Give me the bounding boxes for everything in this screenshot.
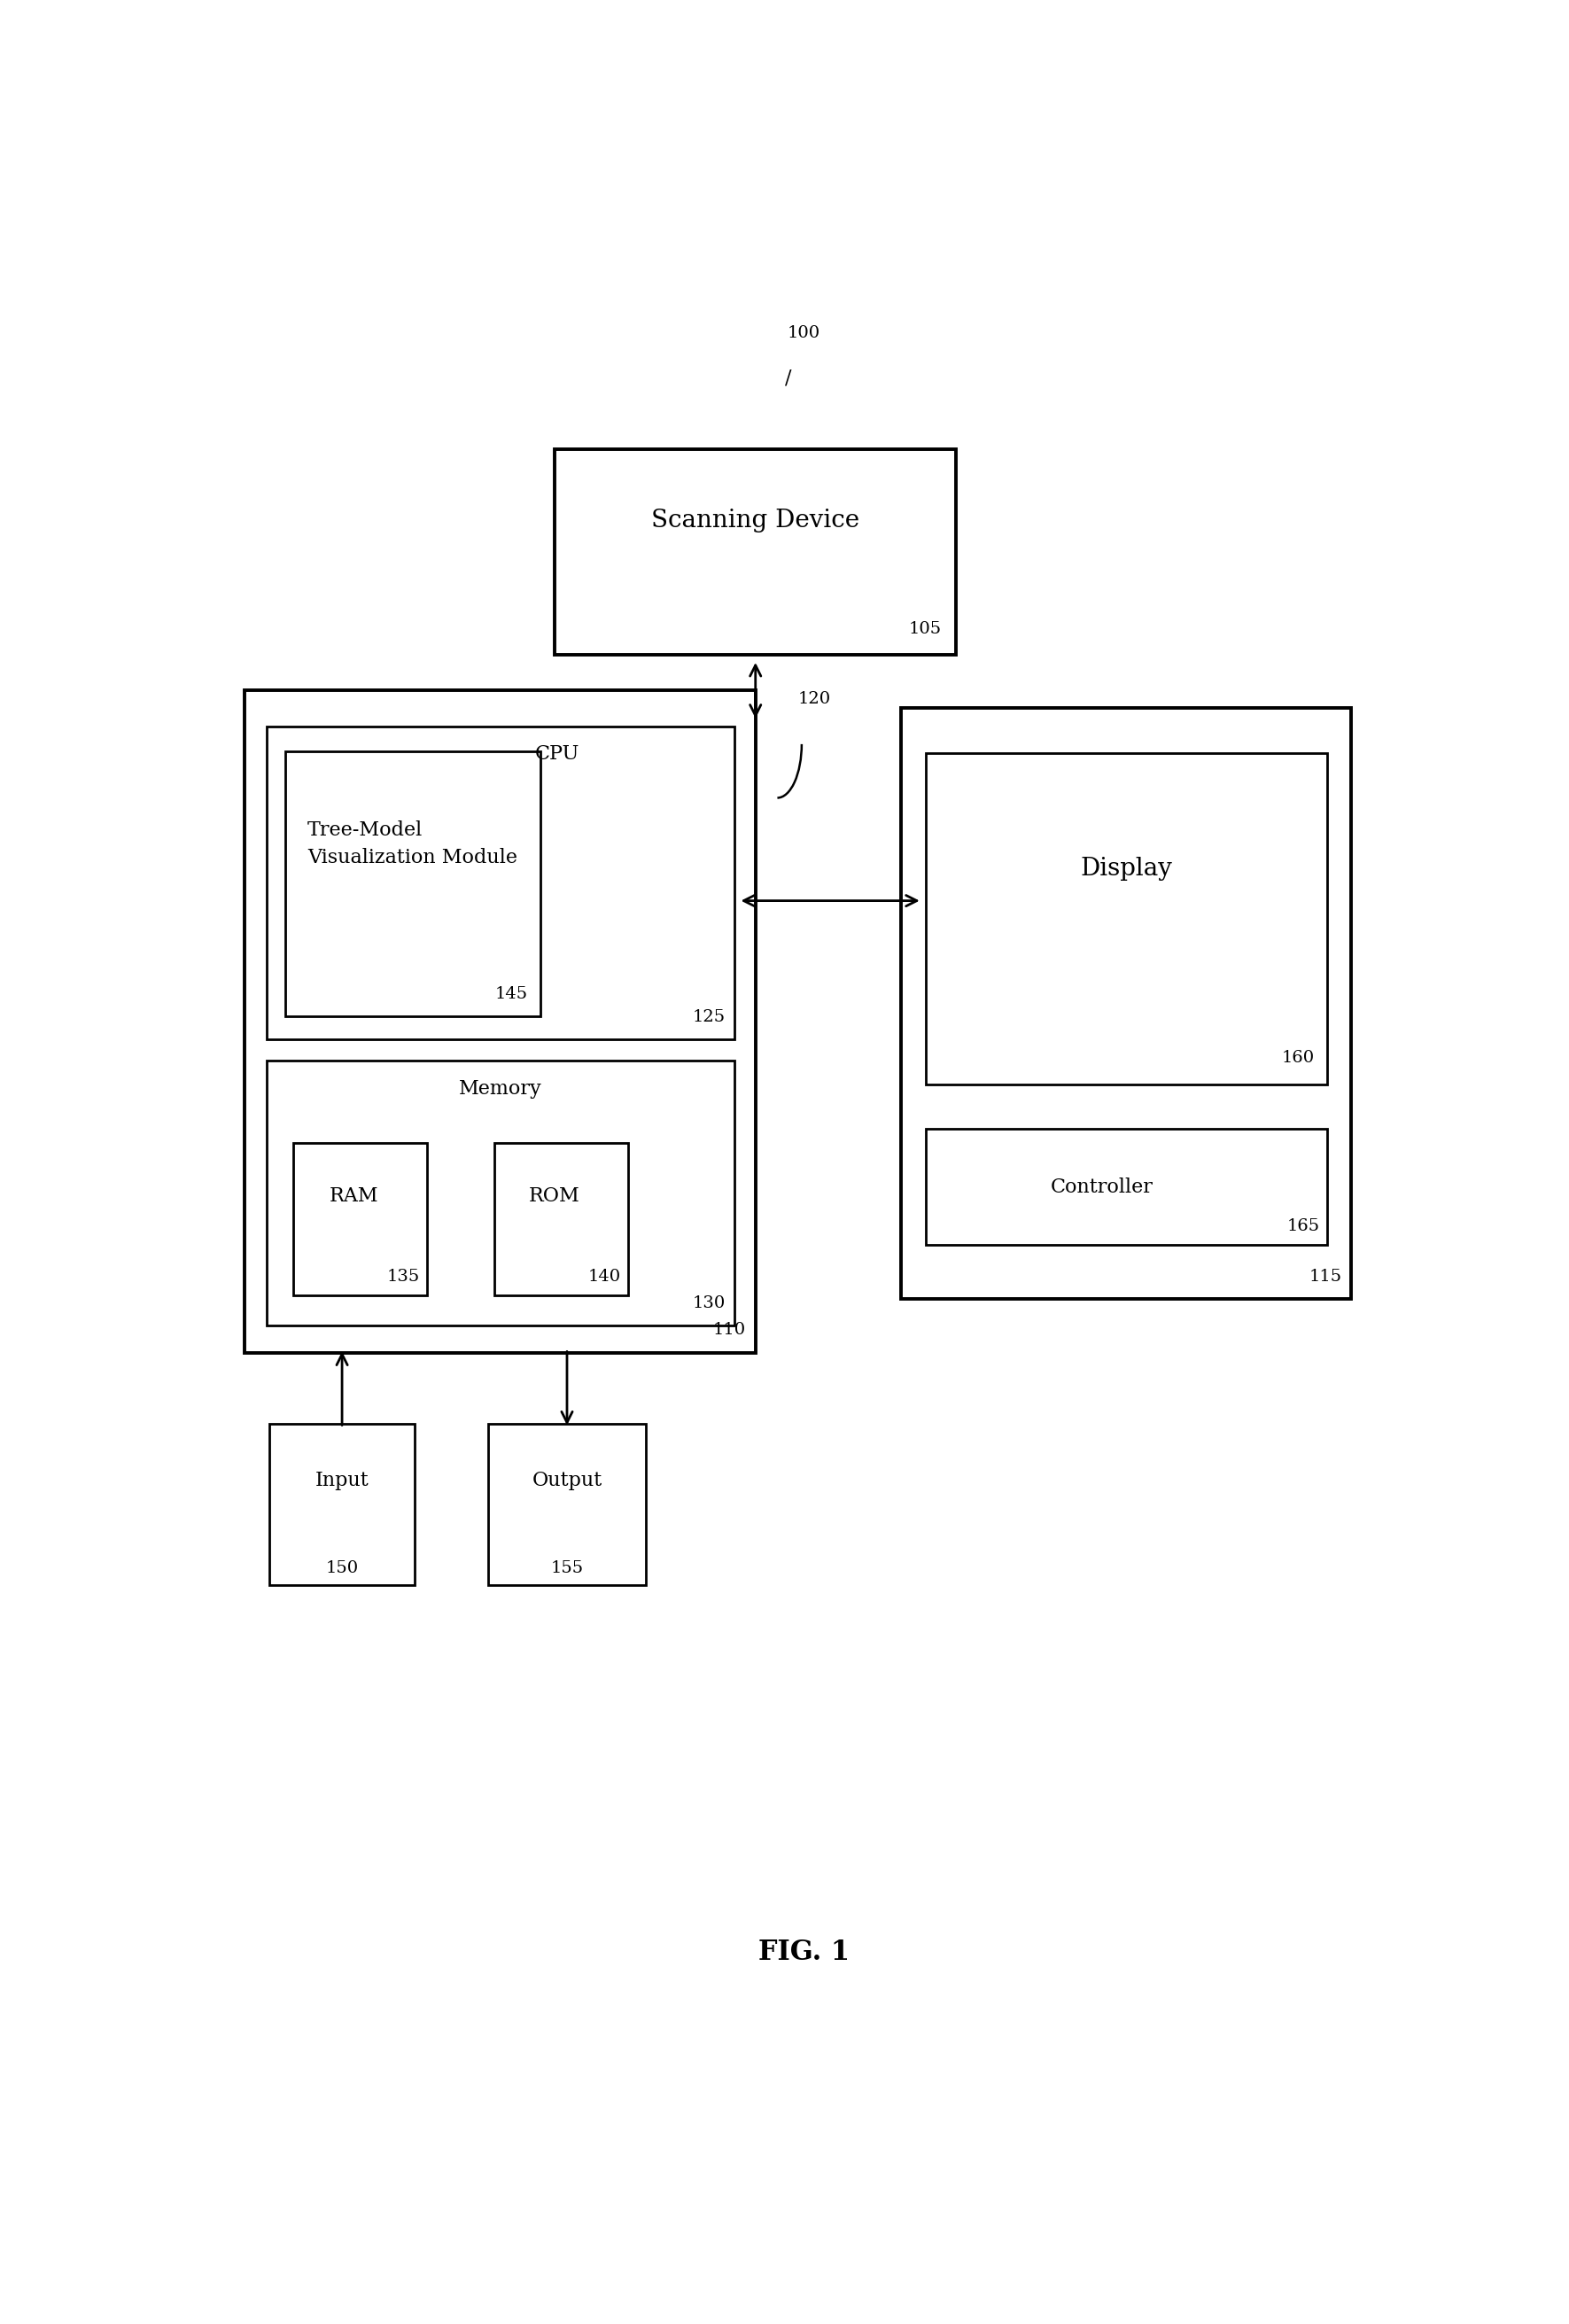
Text: Input: Input [315, 1471, 369, 1490]
Bar [926, 753, 1327, 1083]
Text: 100: 100 [788, 325, 821, 342]
Text: Tree-Model
Visualization Module: Tree-Model Visualization Module [308, 820, 518, 867]
Text: Controller: Controller [1051, 1178, 1153, 1197]
Bar [901, 709, 1351, 1299]
Text: 110: 110 [712, 1322, 745, 1339]
Bar [555, 449, 956, 655]
Text: 115: 115 [1309, 1269, 1341, 1285]
Text: /: / [784, 367, 792, 388]
Text: 160: 160 [1282, 1050, 1315, 1067]
Text: CPU: CPU [535, 744, 579, 765]
Text: 135: 135 [388, 1269, 420, 1285]
Text: ROM: ROM [529, 1188, 581, 1206]
Text: 145: 145 [496, 985, 529, 1002]
Text: 150: 150 [326, 1559, 358, 1576]
Bar [270, 1425, 414, 1585]
Bar [267, 1060, 734, 1325]
Bar [293, 1143, 427, 1294]
Text: 125: 125 [692, 1009, 725, 1025]
Bar [267, 725, 734, 1039]
Text: Memory: Memory [460, 1078, 543, 1099]
Text: RAM: RAM [329, 1188, 378, 1206]
Bar [488, 1425, 646, 1585]
Text: 120: 120 [799, 693, 832, 706]
Bar [245, 690, 755, 1353]
Text: 105: 105 [908, 621, 941, 637]
Text: 155: 155 [551, 1559, 584, 1576]
Text: 130: 130 [692, 1294, 725, 1311]
Text: 140: 140 [588, 1269, 620, 1285]
Bar [286, 751, 540, 1016]
Bar [494, 1143, 628, 1294]
Text: Display: Display [1081, 858, 1172, 881]
Bar [926, 1129, 1327, 1246]
Text: FIG. 1: FIG. 1 [758, 1938, 850, 1966]
Text: 165: 165 [1287, 1218, 1320, 1234]
Text: Output: Output [532, 1471, 602, 1490]
Text: Scanning Device: Scanning Device [651, 509, 860, 532]
